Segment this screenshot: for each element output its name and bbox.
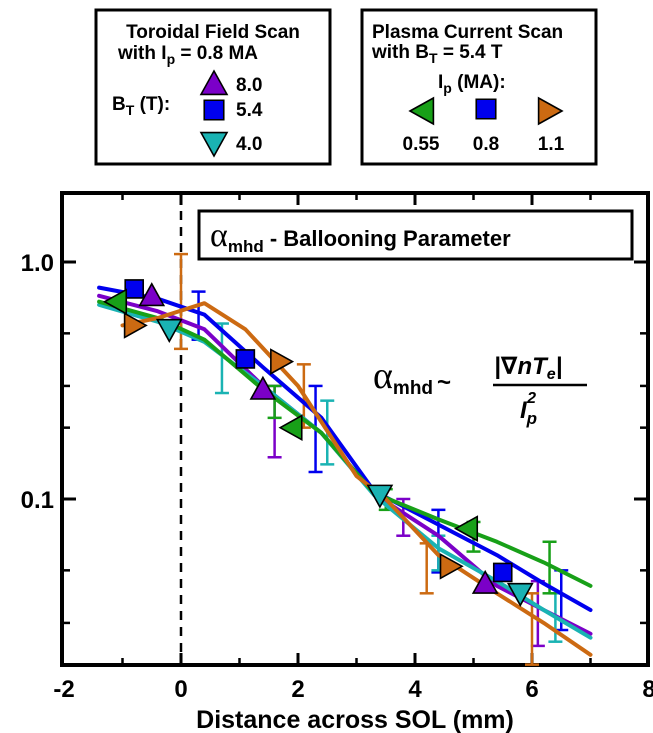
- legend-left-entry-4: 4.0: [236, 134, 262, 155]
- legend-right-subtitle: with BT = 5.4 T: [371, 42, 503, 66]
- series-line: [120, 301, 593, 657]
- data-marker: [454, 515, 479, 542]
- legend-right-title: Plasma Current Scan: [372, 22, 563, 43]
- legend-marker-08: [475, 98, 497, 120]
- data-marker: [124, 279, 144, 299]
- formula-numerator: |∇nTe|: [494, 353, 562, 383]
- formula-denominator: Ip2: [520, 390, 537, 428]
- data-marker: [155, 318, 183, 343]
- x-tick-label: -2: [53, 676, 74, 703]
- x-tick-label: 0: [174, 676, 187, 703]
- legend-right-entry-11: 1.1: [538, 134, 565, 155]
- plot-title: αmhd - Ballooning Parameter: [210, 217, 511, 256]
- legend-marker-5: [203, 99, 225, 121]
- data-marker: [138, 282, 166, 307]
- data-marker: [471, 569, 499, 594]
- legend-marker-4: [199, 131, 229, 158]
- legend-right-entry-08: 0.8: [473, 134, 499, 155]
- formula: αmhd ~ |∇nTe| Ip2: [373, 353, 587, 428]
- x-tick-label: 2: [291, 676, 304, 703]
- data-marker: [366, 484, 394, 509]
- data-marker: [123, 312, 148, 339]
- legend-left: Toroidal Field Scan with Ip = 0.8 MA BT …: [94, 8, 332, 166]
- x-axis-label: Distance across SOL (mm): [196, 706, 514, 733]
- data-marker: [278, 414, 303, 442]
- legend-right-group-label: Ip (MA):: [438, 72, 506, 96]
- data-marker: [439, 552, 464, 580]
- legend-right: Plasma Current Scan with BT = 5.4 T Ip (…: [360, 8, 598, 166]
- plot-title-box: αmhd - Ballooning Parameter: [197, 209, 634, 261]
- legend-marker-8: [199, 69, 229, 96]
- legend-left-group-label: BT (T):: [112, 94, 170, 118]
- legend-left-entry-8: 8.0: [236, 75, 262, 96]
- data-marker: [492, 562, 513, 583]
- error-bar: [267, 384, 282, 420]
- y-tick-label: 1.0: [21, 250, 54, 277]
- legend-left-title: Toroidal Field Scan: [126, 22, 300, 43]
- data-marker: [270, 348, 295, 375]
- legend-marker-055: [408, 96, 435, 126]
- legend-marker-11: [537, 96, 564, 126]
- legend-right-entry-055: 0.55: [403, 134, 440, 155]
- legend-left-subtitle: with Ip = 0.8 MA: [117, 43, 258, 67]
- data-marker: [235, 349, 256, 369]
- series-line: [97, 285, 593, 612]
- x-tick-label: 4: [408, 676, 422, 703]
- x-tick-label: 6: [525, 676, 538, 703]
- x-tick-label: 8: [642, 676, 653, 703]
- data-marker: [103, 288, 128, 316]
- data-marker: [506, 582, 534, 607]
- data-marker: [249, 375, 277, 400]
- formula-lhs: αmhd ~: [373, 355, 451, 399]
- legend-left-entry-5: 5.4: [236, 100, 263, 121]
- y-tick-label: 0.1: [21, 487, 54, 514]
